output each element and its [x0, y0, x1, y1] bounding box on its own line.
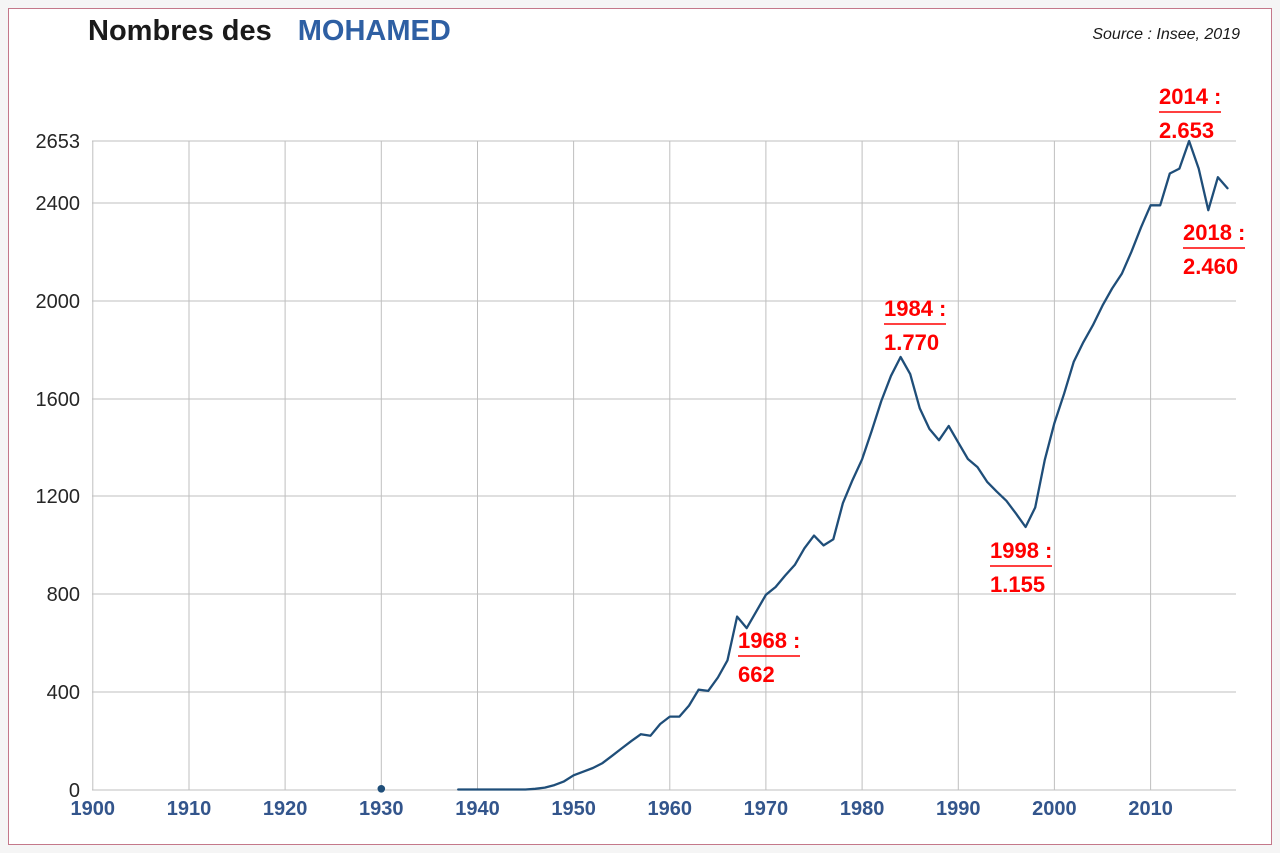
- svg-text:1984 :: 1984 :: [884, 296, 946, 321]
- svg-text:1990: 1990: [936, 798, 981, 820]
- svg-text:1.770: 1.770: [884, 330, 939, 355]
- svg-text:1940: 1940: [455, 798, 500, 820]
- svg-text:1900: 1900: [71, 798, 116, 820]
- svg-text:1968 :: 1968 :: [738, 628, 800, 653]
- svg-text:1920: 1920: [263, 798, 308, 820]
- svg-text:400: 400: [47, 682, 80, 704]
- svg-text:1950: 1950: [551, 798, 596, 820]
- svg-text:2014 :: 2014 :: [1159, 84, 1221, 109]
- svg-text:800: 800: [47, 584, 80, 606]
- svg-text:662: 662: [738, 662, 775, 687]
- svg-text:2.460: 2.460: [1183, 254, 1238, 279]
- svg-text:2653: 2653: [36, 131, 81, 153]
- svg-text:2010: 2010: [1128, 798, 1173, 820]
- svg-text:2400: 2400: [36, 193, 81, 215]
- svg-text:1998 :: 1998 :: [990, 538, 1052, 563]
- svg-text:2018 :: 2018 :: [1183, 220, 1245, 245]
- svg-text:1910: 1910: [167, 798, 212, 820]
- svg-text:1.155: 1.155: [990, 572, 1045, 597]
- svg-text:2.653: 2.653: [1159, 118, 1214, 143]
- svg-text:1600: 1600: [36, 389, 81, 411]
- svg-text:1970: 1970: [744, 798, 789, 820]
- svg-text:2000: 2000: [36, 291, 81, 313]
- svg-text:1980: 1980: [840, 798, 885, 820]
- svg-text:2000: 2000: [1032, 798, 1077, 820]
- svg-text:1960: 1960: [648, 798, 693, 820]
- svg-text:1930: 1930: [359, 798, 404, 820]
- svg-text:1200: 1200: [36, 486, 81, 508]
